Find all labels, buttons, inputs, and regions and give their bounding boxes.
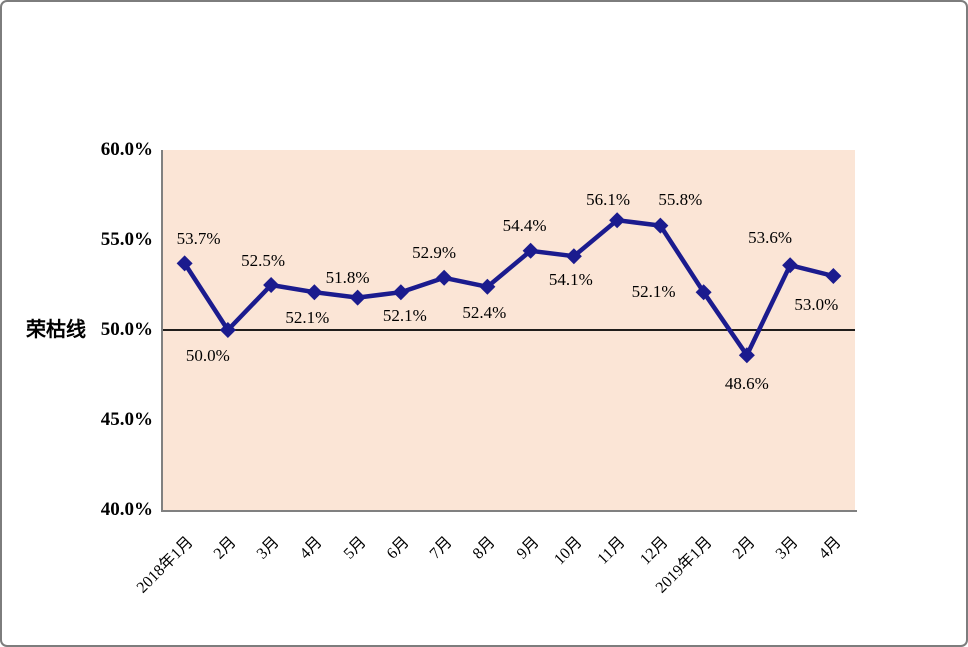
data-label: 53.7% xyxy=(176,229,221,249)
data-point-marker xyxy=(176,255,193,272)
data-label: 53.0% xyxy=(794,295,839,314)
series-line xyxy=(182,217,836,358)
data-label: 52.1% xyxy=(285,308,330,328)
data-label: 54.1% xyxy=(548,270,593,290)
threshold-label: 荣枯线 xyxy=(26,319,86,341)
data-point-marker xyxy=(263,277,280,293)
data-label: 52.9% xyxy=(412,242,457,262)
data-label: 50.0% xyxy=(185,346,230,365)
data-label: 55.8% xyxy=(658,189,703,209)
data-label: 48.6% xyxy=(724,374,769,394)
data-point-marker xyxy=(306,284,323,301)
data-label: 51.8% xyxy=(325,267,370,287)
y-axis-line xyxy=(161,150,163,512)
data-point-marker xyxy=(782,257,799,274)
data-label: 56.1% xyxy=(586,190,631,210)
y-axis-tick-label: 60.0% xyxy=(100,139,153,160)
y-axis-tick-label: 40.0% xyxy=(100,499,153,520)
data-label: 52.1% xyxy=(631,282,676,302)
data-point-marker xyxy=(479,278,496,295)
data-point-marker xyxy=(565,248,582,265)
data-point-marker xyxy=(522,242,539,259)
data-point-marker xyxy=(219,322,236,338)
data-label: 53.6% xyxy=(748,228,793,248)
y-axis-tick-label: 50.0% xyxy=(100,319,153,340)
data-point-marker xyxy=(652,217,669,234)
data-label: 54.4% xyxy=(502,215,547,235)
data-point-marker xyxy=(609,212,626,229)
data-label: 52.1% xyxy=(382,306,427,326)
y-axis-tick-label: 55.0% xyxy=(100,229,153,250)
data-point-marker xyxy=(349,289,366,306)
data-point-marker xyxy=(825,268,842,284)
data-point-marker xyxy=(695,284,712,301)
x-axis-line xyxy=(161,510,857,512)
data-label: 52.5% xyxy=(241,251,286,270)
data-point-marker xyxy=(436,269,453,286)
data-label: 52.4% xyxy=(462,302,507,322)
data-point-marker xyxy=(392,284,409,301)
y-axis-tick-label: 45.0% xyxy=(100,409,153,430)
data-point-marker xyxy=(738,347,755,364)
